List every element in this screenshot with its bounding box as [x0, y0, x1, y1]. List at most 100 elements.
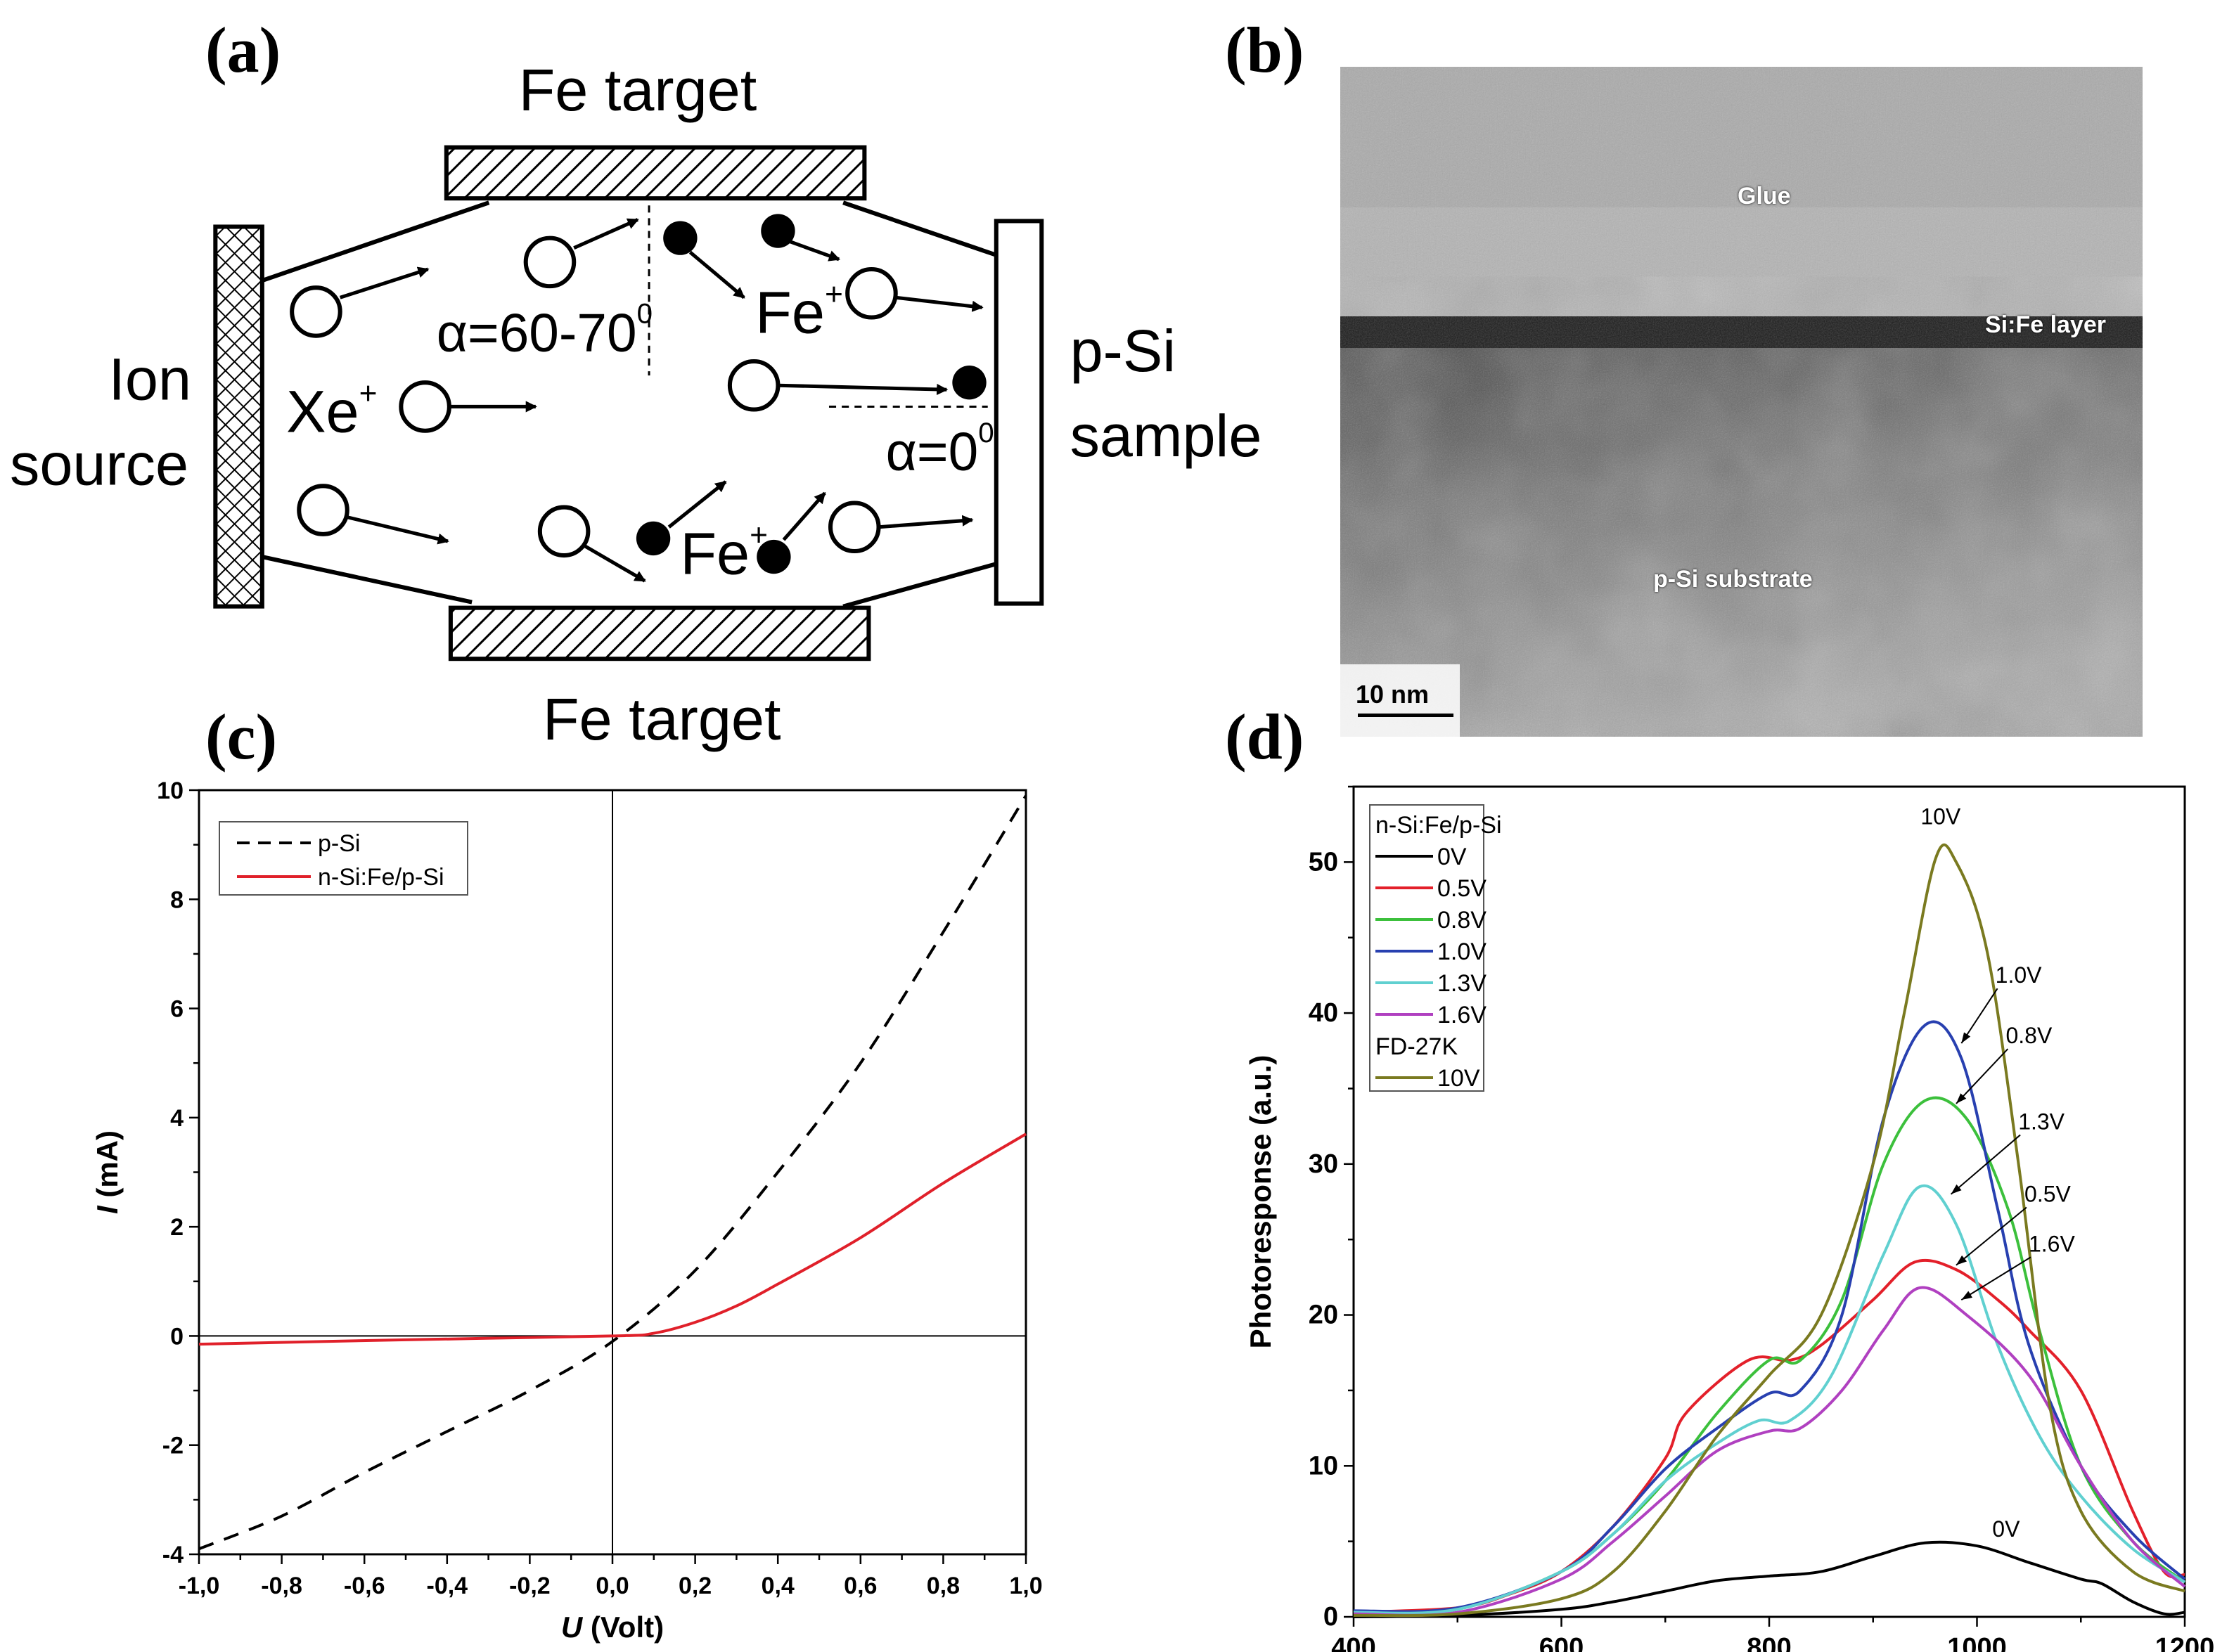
xe-ions	[290, 235, 898, 558]
series-line-p-Si	[198, 794, 1027, 1551]
legend-box	[219, 821, 468, 896]
series-line-1-6V	[1353, 1286, 2186, 1617]
annotation-label: 0.5V	[2024, 1182, 2071, 1207]
x-tick-label: -0,4	[427, 1573, 468, 1599]
legend-label: 1.6V	[1437, 1002, 1487, 1028]
annotation-arrow	[1956, 1048, 2009, 1104]
scale-bar-label: 10 nm	[1356, 680, 1430, 709]
xe-ion-label: Xe+	[286, 376, 377, 444]
panel-label-b: (b)	[1225, 14, 1304, 86]
x-tick-label: 0,8	[927, 1573, 960, 1599]
legend-label: 0.8V	[1437, 907, 1487, 934]
annotation-label: 1.3V	[2018, 1109, 2065, 1134]
x-tick-label: 0,4	[762, 1573, 795, 1599]
x-tick-label: -0,8	[261, 1573, 302, 1599]
annotation-arrow	[1960, 988, 1998, 1044]
annotation-arrow	[1956, 1206, 2027, 1266]
fe-ion-label-top: Fe+	[755, 277, 843, 345]
p-si-sample	[994, 219, 1044, 606]
legend-label: 1.0V	[1437, 938, 1487, 965]
legend-label: 0.5V	[1437, 875, 1487, 902]
series-line-0V	[1353, 1540, 2185, 1618]
ion-source	[213, 224, 264, 609]
top-fe-target	[444, 145, 867, 201]
y-axis-title: I (mA)	[91, 1130, 124, 1214]
y-tick-label: 10	[1309, 1451, 1338, 1480]
legend-group-title: FD-27K	[1375, 1033, 1458, 1060]
y-axis-symbol: I	[91, 1205, 124, 1214]
chamber-walls	[261, 200, 997, 609]
y-tick-label: 4	[170, 1105, 184, 1132]
legend-label: p-Si	[318, 830, 360, 857]
y-tick-label: 6	[170, 996, 184, 1023]
series-line-0-5V	[1353, 1258, 2185, 1614]
x-tick-label: 1200	[2155, 1633, 2215, 1652]
y-tick-label: 0	[170, 1323, 184, 1350]
legend-label: 1.3V	[1437, 970, 1487, 997]
series-line-n-Si-Fe-p-Si	[198, 1132, 1027, 1346]
x-tick-label: 0,6	[844, 1573, 877, 1599]
x-axis-unit: (Volt)	[582, 1611, 664, 1644]
y-tick-label: 2	[170, 1214, 184, 1241]
chart-1: 4006008001000120001020304050Wavelength (…	[1244, 785, 2215, 1652]
annotation-arrow	[1960, 1256, 2031, 1301]
x-tick-label: 600	[1539, 1633, 1584, 1652]
angle-normal-label: α=00	[886, 417, 994, 482]
x-tick-label: 1,0	[1009, 1573, 1042, 1599]
legend: p-Si n-Si:Fe/p-Si	[219, 821, 468, 896]
y-axis-unit: Photoresponse (a.u.)	[1244, 1055, 1277, 1349]
guide-lines	[648, 205, 988, 408]
trajectory-arrows	[339, 218, 984, 583]
top-target-label: Fe target	[519, 56, 757, 123]
legend-label: n-Si:Fe/p-Si	[318, 864, 444, 891]
chart-0: -1,0 -0,8 -0,6 -0,4 -0,2 0,0 0,2 0,4 0,6 0,8 1,0 -4…	[91, 777, 1043, 1644]
y-tick-label: -2	[162, 1433, 184, 1459]
y-axis-unit: (mA)	[91, 1130, 124, 1206]
y-tick-label: 20	[1309, 1301, 1338, 1330]
annotation-label: 0V	[1992, 1516, 2020, 1542]
x-tick-label: -0,6	[344, 1573, 385, 1599]
panel-label-a: (a)	[205, 14, 281, 86]
ion-source-label-1: Ion	[108, 345, 191, 412]
annotation-label: 10V	[1920, 804, 1961, 830]
y-tick-label: 0	[1323, 1602, 1338, 1632]
x-tick-label: 400	[1331, 1633, 1375, 1652]
x-tick-label: 0,2	[679, 1573, 712, 1599]
annotation-arrowhead	[1956, 1255, 1967, 1265]
x-tick-label: 800	[1747, 1633, 1791, 1652]
annotation-arrowhead	[1951, 1184, 1962, 1194]
y-axis-title: Photoresponse (a.u.)	[1244, 1055, 1277, 1349]
si-fe-layer-label: Si:Fe layer	[1985, 311, 2106, 338]
legend-label: 10V	[1437, 1065, 1480, 1092]
bottom-target-label: Fe target	[543, 685, 781, 752]
annotation-arrowhead	[1956, 1093, 1967, 1104]
y-tick-label: 10	[157, 777, 184, 804]
series-line-1-0V	[1353, 1020, 2186, 1613]
bottom-fe-target	[448, 605, 871, 662]
ion-source-label-2: source	[10, 430, 188, 497]
annotation-arrowhead	[1961, 1032, 1971, 1044]
annotation-arrow	[1950, 1134, 2021, 1195]
angle-oblique-label: α=60-700	[437, 298, 653, 363]
y-tick-label: -4	[162, 1542, 184, 1568]
scale-bar	[1358, 714, 1453, 717]
series-line-0-8V	[1353, 1096, 2186, 1615]
y-tick-label: 50	[1309, 847, 1338, 877]
x-tick-label: -1,0	[179, 1573, 220, 1599]
panel-label-c: (c)	[205, 701, 278, 773]
substrate-label: p-Si substrate	[1653, 566, 1813, 593]
tem-image	[1340, 67, 2143, 737]
legend: n-Si:Fe/p-Si 0V 0.5V 0.8V 1.0V 1.3V 1.6V FD-27K…	[1369, 804, 1502, 1092]
legend-label: 0V	[1437, 844, 1467, 870]
sample-label-2: sample	[1070, 402, 1262, 469]
annotation-label: 1.6V	[2029, 1231, 2075, 1256]
fe-ion-label-bottom: Fe+	[680, 518, 768, 586]
legend-group-title: n-Si:Fe/p-Si	[1375, 812, 1502, 839]
x-tick-label: -0,2	[509, 1573, 551, 1599]
x-axis-symbol: U	[561, 1611, 584, 1644]
y-tick-label: 40	[1309, 998, 1338, 1028]
series-line-1-3V	[1353, 1184, 2186, 1615]
x-tick-label: 1000	[1947, 1633, 2007, 1652]
